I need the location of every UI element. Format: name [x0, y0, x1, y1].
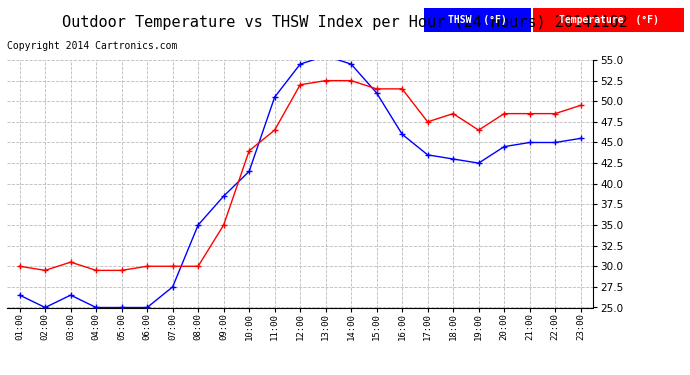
Text: Copyright 2014 Cartronics.com: Copyright 2014 Cartronics.com — [7, 41, 177, 51]
Text: THSW  (°F): THSW (°F) — [448, 15, 507, 25]
Text: Outdoor Temperature vs THSW Index per Hour (24 Hours) 20141102: Outdoor Temperature vs THSW Index per Ho… — [62, 15, 628, 30]
Text: Temperature  (°F): Temperature (°F) — [559, 15, 658, 25]
